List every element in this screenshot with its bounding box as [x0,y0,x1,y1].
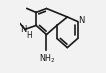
Text: N: N [78,16,84,25]
Text: NH$_2$: NH$_2$ [39,52,56,65]
Text: H: H [27,31,32,40]
Text: N: N [21,25,27,34]
